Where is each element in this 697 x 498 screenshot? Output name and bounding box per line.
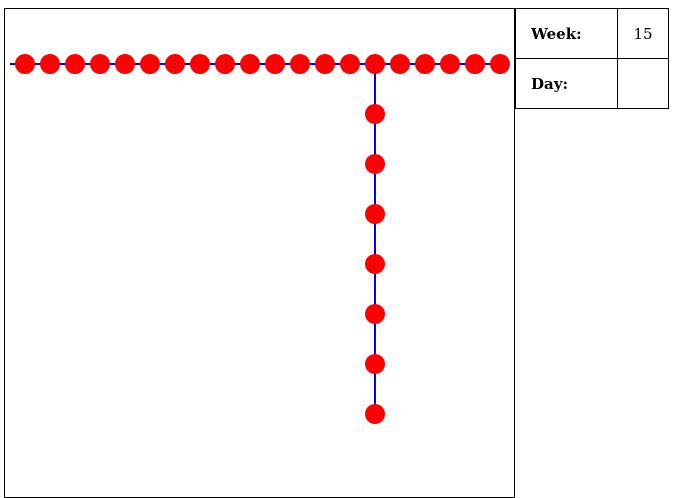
dot-row-19 xyxy=(465,54,485,74)
dot-row-15 xyxy=(365,54,385,74)
dot-row-6 xyxy=(140,54,160,74)
day-row: Day: xyxy=(515,58,669,109)
dot-row-13 xyxy=(315,54,335,74)
week-label: Week: xyxy=(515,8,618,59)
dot-column-6 xyxy=(365,354,385,374)
dot-row-8 xyxy=(190,54,210,74)
dot-row-2 xyxy=(40,54,60,74)
dot-column-5 xyxy=(365,304,385,324)
dot-row-16 xyxy=(390,54,410,74)
dot-row-11 xyxy=(265,54,285,74)
dot-row-17 xyxy=(415,54,435,74)
dot-row-10 xyxy=(240,54,260,74)
drawing-canvas[interactable] xyxy=(4,8,515,498)
dot-row-14 xyxy=(340,54,360,74)
dot-column-7 xyxy=(365,404,385,424)
dot-column-1 xyxy=(365,104,385,124)
info-table: Week: 15 Day: xyxy=(515,8,669,109)
dot-row-9 xyxy=(215,54,235,74)
dot-row-18 xyxy=(440,54,460,74)
dot-row-5 xyxy=(115,54,135,74)
dot-row-7 xyxy=(165,54,185,74)
dot-row-3 xyxy=(65,54,85,74)
dot-row-1 xyxy=(15,54,35,74)
week-value: 15 xyxy=(617,8,669,59)
dot-row-12 xyxy=(290,54,310,74)
day-value xyxy=(617,58,669,109)
dot-column-4 xyxy=(365,254,385,274)
dot-column-2 xyxy=(365,154,385,174)
dot-row-4 xyxy=(90,54,110,74)
dot-column-3 xyxy=(365,204,385,224)
week-row: Week: 15 xyxy=(515,8,669,59)
day-label: Day: xyxy=(515,58,618,109)
dot-row-20 xyxy=(490,54,510,74)
dot-group xyxy=(15,54,510,424)
dot-grid xyxy=(10,54,510,424)
